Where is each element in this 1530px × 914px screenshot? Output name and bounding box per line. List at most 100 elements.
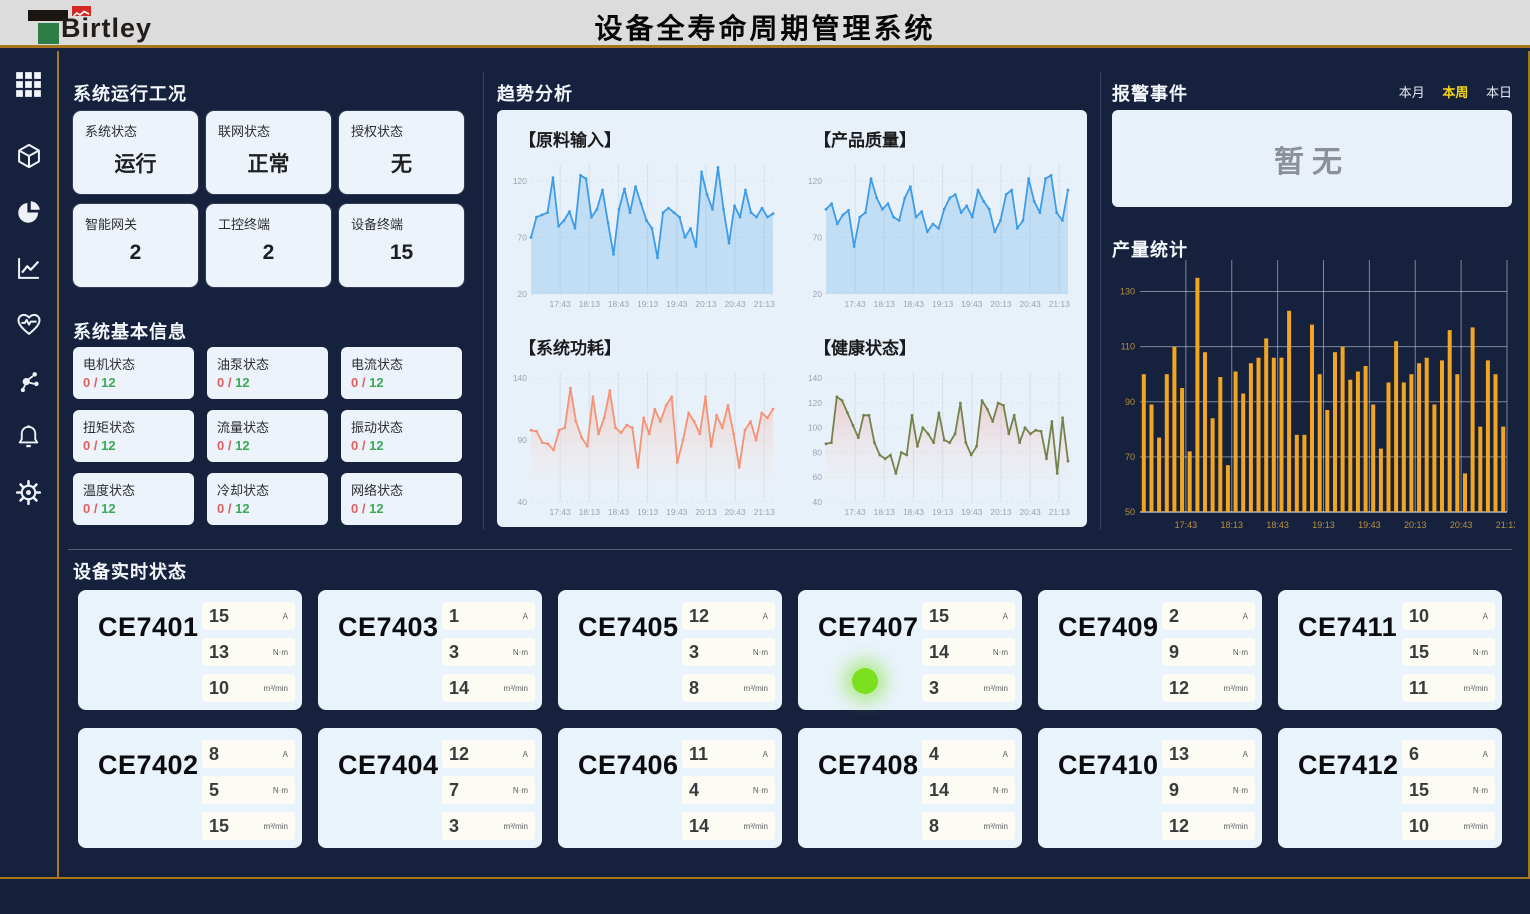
status-card-value: 2: [262, 241, 275, 264]
svg-text:80: 80: [813, 447, 823, 457]
info-card-ratio: 0 / 12: [351, 501, 384, 516]
device-metric-value: 1: [449, 605, 460, 626]
device-card-CE7406[interactable]: CE7406 11 A 4 N·m 14 m³/min: [558, 728, 782, 848]
device-card-CE7411[interactable]: CE7411 10 A 15 N·m 11 m³/min: [1278, 590, 1502, 710]
device-metric-value: 10: [209, 677, 230, 698]
device-metric-row: 3 m³/min: [922, 674, 1015, 702]
device-metric-unit: m³/min: [983, 683, 1008, 693]
info-card: 网络状态 0 / 12: [341, 473, 462, 525]
device-metric-row: 12 m³/min: [1162, 812, 1255, 840]
alarm-empty-text: 暂无: [1274, 145, 1350, 179]
svg-text:20:13: 20:13: [695, 507, 717, 517]
section-title-devices: 设备实时状态: [73, 562, 187, 582]
status-card: 系统状态 运行: [73, 111, 198, 194]
device-name: CE7412: [1298, 750, 1399, 780]
power-usage-line-chart: 17:43 18:13 18:43 19:13 19:43 20:13 20:43 21:13…: [503, 362, 783, 518]
info-card: 流量状态 0 / 12: [207, 410, 328, 462]
trend-cell-product-quality: 【产品质量】 17:43 18:13 18:43 19:13 19:43 20:13 20:…: [792, 110, 1087, 318]
svg-text:120: 120: [513, 176, 527, 186]
system-status-grid: 系统状态 运行 联网状态 正常 授权状态 无 智能网关 2 工控终端 2 设备终…: [73, 111, 464, 287]
svg-text:90: 90: [518, 435, 528, 445]
device-metric-unit: m³/min: [503, 821, 528, 831]
device-metric-unit: m³/min: [743, 683, 768, 693]
page-title: 设备全寿命周期管理系统: [594, 13, 936, 44]
svg-text:19:43: 19:43: [666, 299, 688, 309]
svg-text:18:43: 18:43: [903, 299, 925, 309]
tab-this-day[interactable]: 本日: [1485, 85, 1512, 100]
svg-text:40: 40: [813, 497, 823, 507]
info-card-label: 温度状态: [83, 483, 136, 498]
device-metric-value: 15: [209, 815, 230, 836]
device-metric-row: 14 N·m: [922, 638, 1015, 666]
info-total-count: 12: [369, 501, 384, 516]
svg-text:120: 120: [808, 176, 822, 186]
cube-icon[interactable]: [14, 141, 44, 171]
info-card: 温度状态 0 / 12: [73, 473, 194, 525]
bell-icon[interactable]: [14, 421, 44, 451]
device-metric-value: 4: [689, 779, 700, 800]
device-metric-unit: m³/min: [983, 821, 1008, 831]
device-metric-value: 6: [1409, 743, 1420, 764]
device-metrics: 11 A 4 N·m 14 m³/min: [682, 740, 775, 848]
svg-text:50: 50: [1125, 507, 1135, 517]
device-card-CE7407[interactable]: CE7407 15 A 14 N·m 3 m³/min: [798, 590, 1022, 710]
svg-text:20:13: 20:13: [990, 507, 1012, 517]
svg-text:18:43: 18:43: [903, 507, 925, 517]
pie-chart-icon[interactable]: [14, 197, 44, 227]
status-card: 智能网关 2: [73, 204, 198, 287]
device-card-CE7401[interactable]: CE7401 15 A 13 N·m 10 m³/min: [78, 590, 302, 710]
birtley-logo: Birtley: [28, 3, 198, 47]
status-card-label: 授权状态: [351, 124, 404, 139]
info-card-ratio: 0 / 12: [351, 438, 384, 453]
alarm-period-tabs: 本月 本周 本日: [1112, 82, 1512, 101]
info-card-ratio: 0 / 12: [83, 375, 116, 390]
device-metric-row: 10 m³/min: [1402, 812, 1495, 840]
device-metric-unit: A: [1482, 749, 1488, 759]
device-card-CE7409[interactable]: CE7409 2 A 9 N·m 12 m³/min: [1038, 590, 1262, 710]
device-metric-value: 7: [449, 779, 460, 800]
device-name: CE7406: [578, 750, 679, 780]
health-pulse-icon[interactable]: [14, 309, 44, 339]
line-chart-icon[interactable]: [14, 253, 44, 283]
device-metric-row: 8 m³/min: [682, 674, 775, 702]
svg-text:20:43: 20:43: [1019, 299, 1041, 309]
device-card-CE7405[interactable]: CE7405 12 A 3 N·m 8 m³/min: [558, 590, 782, 710]
tab-this-month[interactable]: 本月: [1398, 85, 1425, 100]
svg-text:17:43: 17:43: [845, 507, 867, 517]
device-metric-value: 12: [689, 605, 710, 626]
gear-icon[interactable]: [14, 477, 44, 507]
apps-grid-icon[interactable]: [14, 69, 44, 99]
device-metric-unit: A: [282, 749, 288, 759]
logo-text: Birtley: [61, 13, 153, 43]
device-card-CE7402[interactable]: CE7402 8 A 5 N·m 15 m³/min: [78, 728, 302, 848]
device-metrics: 6 A 15 N·m 10 m³/min: [1402, 740, 1495, 848]
device-metric-unit: N·m: [992, 647, 1008, 657]
device-metric-unit: N·m: [992, 785, 1008, 795]
device-card-CE7404[interactable]: CE7404 12 A 7 N·m 3 m³/min: [318, 728, 542, 848]
device-metric-row: 3 N·m: [442, 638, 535, 666]
svg-text:21:13: 21:13: [1496, 520, 1515, 530]
svg-text:20:43: 20:43: [724, 507, 746, 517]
device-metric-value: 11: [689, 743, 709, 764]
svg-text:17:43: 17:43: [845, 299, 867, 309]
device-name: CE7411: [1298, 612, 1398, 642]
svg-text:21:13: 21:13: [754, 507, 776, 517]
device-metrics: 13 A 9 N·m 12 m³/min: [1162, 740, 1255, 848]
device-metric-row: 3 m³/min: [442, 812, 535, 840]
device-metric-value: 14: [689, 815, 710, 836]
info-fault-count: 0: [83, 375, 91, 390]
svg-text:21:13: 21:13: [1049, 507, 1071, 517]
device-metric-value: 15: [209, 605, 230, 626]
info-card: 油泵状态 0 / 12: [207, 347, 328, 399]
device-metric-row: 15 N·m: [1402, 638, 1495, 666]
device-metric-row: 8 A: [202, 740, 295, 768]
trend-cell-raw-input: 【原料输入】 17:43 18:13 18:43 19:13 19:43 20:13 20:…: [497, 110, 792, 318]
network-nodes-icon[interactable]: [14, 365, 44, 395]
device-card-CE7412[interactable]: CE7412 6 A 15 N·m 10 m³/min: [1278, 728, 1502, 848]
device-card-CE7408[interactable]: CE7408 4 A 14 N·m 8 m³/min: [798, 728, 1022, 848]
info-card-ratio: 0 / 12: [83, 501, 116, 516]
device-card-CE7410[interactable]: CE7410 13 A 9 N·m 12 m³/min: [1038, 728, 1262, 848]
logo-chart-chip-icon: [72, 6, 91, 17]
tab-this-week[interactable]: 本周: [1442, 85, 1469, 100]
device-card-CE7403[interactable]: CE7403 1 A 3 N·m 14 m³/min: [318, 590, 542, 710]
